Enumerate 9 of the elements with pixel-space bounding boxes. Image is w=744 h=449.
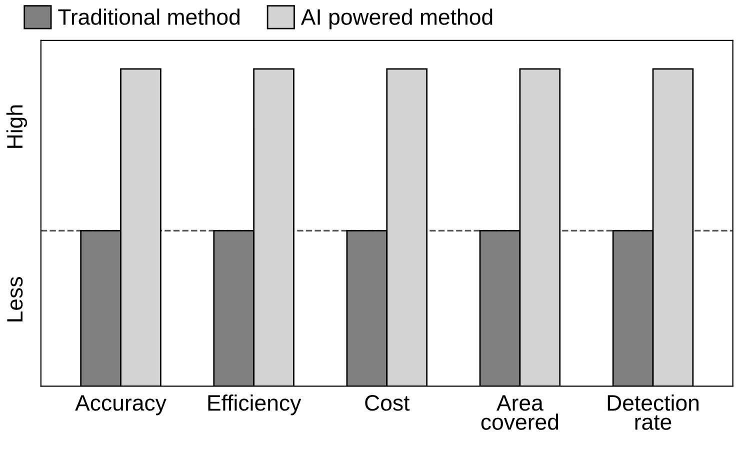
text: Less — [7, 277, 23, 322]
text: High — [6, 105, 28, 148]
legend-label: AI powered method — [300, 8, 492, 30]
x-tick-label: Cost — [365, 395, 410, 411]
legend-label: Traditional method — [58, 8, 240, 25]
x-tick-label: Area covered — [481, 395, 558, 430]
x-tick-label: Accuracy — [75, 395, 166, 416]
x-tick-label: Detection rate — [608, 394, 699, 430]
x-tick-label: Efficiency — [208, 394, 302, 416]
